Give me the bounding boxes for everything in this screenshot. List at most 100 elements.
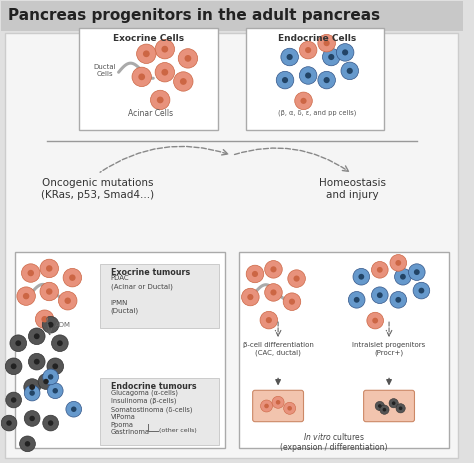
Circle shape	[41, 316, 48, 322]
Circle shape	[341, 62, 358, 80]
Circle shape	[261, 400, 273, 412]
Circle shape	[246, 265, 264, 283]
Text: Oncogenic mutations
(KRas, p53, Smad4...): Oncogenic mutations (KRas, p53, Smad4...…	[41, 178, 155, 200]
Circle shape	[270, 266, 276, 272]
Circle shape	[69, 275, 75, 281]
Circle shape	[43, 369, 58, 385]
Circle shape	[372, 262, 388, 278]
Circle shape	[324, 77, 330, 83]
Circle shape	[283, 402, 296, 414]
Text: Endocrine Cells: Endocrine Cells	[278, 34, 356, 43]
Text: $\it{In\ vitro}$ cultures
(expansion / differentiation): $\it{In\ vitro}$ cultures (expansion / d…	[280, 431, 387, 452]
Circle shape	[266, 317, 272, 323]
Circle shape	[40, 259, 58, 278]
Circle shape	[64, 298, 71, 304]
Circle shape	[34, 359, 40, 364]
Circle shape	[281, 48, 299, 66]
Circle shape	[413, 282, 430, 299]
Circle shape	[270, 289, 276, 295]
Circle shape	[48, 374, 54, 380]
Circle shape	[24, 379, 40, 395]
Circle shape	[264, 284, 282, 301]
Circle shape	[43, 379, 49, 384]
Circle shape	[394, 269, 411, 285]
Circle shape	[396, 404, 405, 413]
Circle shape	[6, 392, 21, 408]
Text: Ductal
Cells: Ductal Cells	[93, 64, 116, 77]
FancyBboxPatch shape	[15, 252, 225, 449]
Text: (β, α, δ, ε, and pp cells): (β, α, δ, ε, and pp cells)	[278, 109, 356, 116]
Circle shape	[380, 405, 389, 414]
Circle shape	[378, 404, 382, 408]
Circle shape	[42, 316, 59, 333]
Circle shape	[305, 72, 311, 79]
Circle shape	[46, 288, 53, 295]
Circle shape	[287, 406, 292, 411]
Circle shape	[372, 287, 388, 304]
Circle shape	[264, 404, 269, 408]
Circle shape	[138, 74, 145, 80]
Circle shape	[358, 274, 364, 280]
Circle shape	[52, 363, 58, 369]
Text: Glucagoma (α-cells)
Insulinoma (β-cells)
Somatostinoma (δ-cells)
VIPoma
Ppoma
Ga: Glucagoma (α-cells) Insulinoma (β-cells)…	[111, 390, 192, 435]
Text: β-cell differentiation
(CAC, ductal): β-cell differentiation (CAC, ductal)	[243, 342, 313, 356]
Circle shape	[390, 292, 407, 308]
Circle shape	[21, 264, 40, 282]
Circle shape	[346, 68, 353, 74]
Circle shape	[24, 385, 40, 401]
Circle shape	[137, 44, 156, 63]
Circle shape	[28, 353, 45, 370]
Circle shape	[162, 69, 168, 75]
Circle shape	[377, 267, 383, 273]
Circle shape	[58, 292, 77, 310]
Circle shape	[23, 293, 29, 300]
FancyBboxPatch shape	[100, 378, 219, 445]
Circle shape	[300, 67, 317, 84]
Circle shape	[184, 55, 191, 62]
Circle shape	[400, 274, 406, 280]
Text: Intraislet progenitors
(Procr+): Intraislet progenitors (Procr+)	[353, 342, 426, 356]
Circle shape	[25, 441, 30, 447]
Circle shape	[287, 54, 293, 60]
Circle shape	[53, 388, 58, 394]
Circle shape	[29, 390, 35, 396]
Circle shape	[276, 71, 294, 89]
Circle shape	[178, 49, 198, 68]
Text: PDAC
(Acinar or Ductal)

IPMN
(Ductal): PDAC (Acinar or Ductal) IPMN (Ductal)	[111, 275, 173, 314]
Circle shape	[63, 269, 82, 287]
FancyBboxPatch shape	[253, 390, 303, 422]
Circle shape	[43, 415, 58, 431]
Circle shape	[409, 264, 425, 281]
Circle shape	[305, 47, 311, 53]
Circle shape	[276, 400, 281, 405]
Circle shape	[132, 67, 151, 87]
Circle shape	[66, 401, 82, 417]
Circle shape	[6, 420, 12, 426]
Circle shape	[324, 40, 330, 46]
Circle shape	[11, 397, 17, 403]
Text: Exocrine Cells: Exocrine Cells	[113, 34, 184, 43]
FancyBboxPatch shape	[239, 252, 449, 449]
Text: Pancreas progenitors in the adult pancreas: Pancreas progenitors in the adult pancre…	[8, 8, 380, 24]
Circle shape	[29, 384, 35, 390]
Circle shape	[288, 270, 305, 288]
Circle shape	[282, 77, 288, 83]
Circle shape	[180, 78, 187, 85]
Circle shape	[173, 72, 193, 91]
Circle shape	[34, 333, 40, 339]
Circle shape	[27, 270, 34, 276]
Circle shape	[143, 50, 150, 57]
Circle shape	[300, 41, 317, 59]
Text: Homeostasis
and injury: Homeostasis and injury	[319, 178, 385, 200]
Circle shape	[318, 34, 336, 52]
Text: Endocrine tumours: Endocrine tumours	[111, 382, 196, 391]
Circle shape	[419, 288, 424, 294]
Circle shape	[283, 293, 301, 310]
Circle shape	[301, 98, 307, 104]
Circle shape	[383, 408, 386, 412]
Circle shape	[1, 415, 17, 431]
Circle shape	[47, 358, 64, 375]
Text: ADM: ADM	[55, 322, 71, 328]
Circle shape	[162, 46, 168, 53]
Circle shape	[348, 292, 365, 308]
